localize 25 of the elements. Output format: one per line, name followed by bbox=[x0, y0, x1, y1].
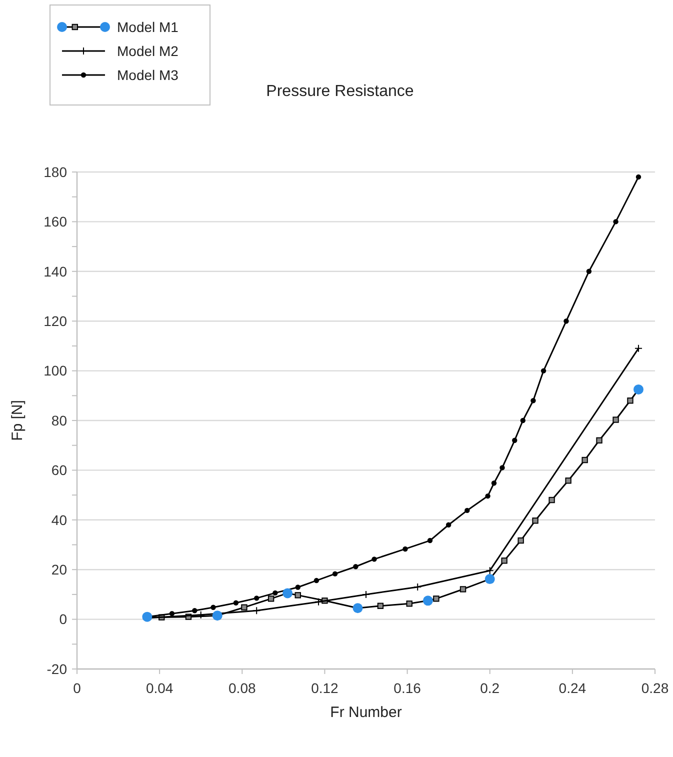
legend-label: Model M2 bbox=[117, 42, 179, 59]
legend-label: Model M3 bbox=[117, 66, 179, 83]
x-tick-label: 0.16 bbox=[394, 680, 422, 696]
x-tick-label: 0.08 bbox=[228, 680, 256, 696]
y-tick-label: 60 bbox=[51, 462, 68, 478]
x-tick-label: 0.24 bbox=[558, 680, 586, 696]
y-tick-label: 20 bbox=[51, 562, 68, 578]
x-tick-label: 0.04 bbox=[146, 680, 174, 696]
y-tick-label: 120 bbox=[44, 313, 68, 329]
legend-label: Model M1 bbox=[117, 18, 179, 35]
y-axis-title: Fp [N] bbox=[9, 400, 26, 441]
y-tick-label: -20 bbox=[46, 660, 68, 677]
y-tick-label: 100 bbox=[44, 362, 68, 379]
x-axis-title: Fr Number bbox=[330, 704, 402, 721]
y-tick-label: 140 bbox=[44, 263, 68, 280]
y-tick-label: 160 bbox=[44, 214, 68, 230]
y-tick-label: 40 bbox=[51, 512, 68, 528]
x-tick-label: 0.2 bbox=[480, 680, 500, 696]
x-tick-label: 0.28 bbox=[641, 680, 669, 696]
chart-title: Pressure Resistance bbox=[266, 83, 414, 100]
x-tick-label: 0 bbox=[73, 680, 82, 696]
y-tick-label: 0 bbox=[59, 611, 68, 628]
y-tick-label: 80 bbox=[51, 412, 68, 428]
y-tick-label: 180 bbox=[44, 164, 68, 180]
x-tick-label: 0.12 bbox=[311, 680, 339, 696]
